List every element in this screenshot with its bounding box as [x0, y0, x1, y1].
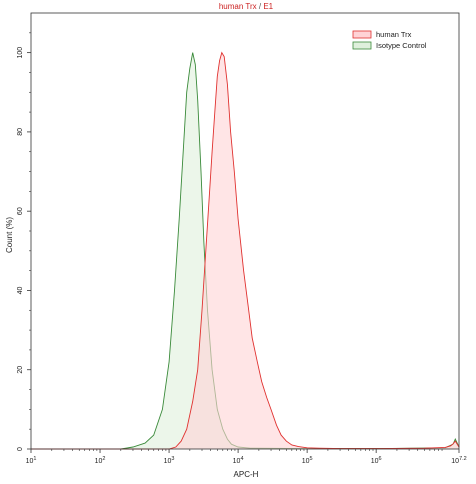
legend-swatch-human-trx [352, 30, 372, 39]
chart-title: human Trx / E1 [219, 2, 274, 11]
y-tick-label: 20 [17, 366, 24, 374]
x-axis-label: APC-H [234, 470, 259, 479]
legend-swatch-isotype-control [352, 41, 372, 50]
legend-label-isotype-control: Isotype Control [376, 41, 427, 50]
chart-title-fluor: E1 [263, 2, 273, 11]
y-tick-label: 40 [17, 286, 24, 294]
series-area-human-trx [31, 52, 459, 449]
x-tick-label: 106 [371, 456, 382, 465]
y-tick-label: 100 [17, 47, 24, 59]
y-tick-label: 80 [17, 128, 24, 136]
x-tick-label: 101 [26, 456, 37, 465]
y-tick-label: 0 [17, 447, 24, 451]
x-tick-label: 102 [95, 456, 106, 465]
legend: human Trx Isotype Control [352, 30, 427, 50]
legend-label-human-trx: human Trx [376, 30, 412, 39]
chart-title-separator: / [257, 2, 264, 11]
axes: 101 102 103 104 105 106 107.2 0 20 40 60 80 100 [17, 12, 467, 465]
chart-title-marker: human Trx [219, 2, 257, 11]
x-tick-label: 103 [164, 456, 175, 465]
x-tick-label: 104 [233, 456, 244, 465]
x-tick-label: 105 [302, 456, 313, 465]
y-tick-label: 60 [17, 207, 24, 215]
plot-area [31, 51, 460, 450]
x-tick-label: 107.2 [451, 456, 466, 465]
y-axis-label: Count (%) [5, 217, 14, 253]
